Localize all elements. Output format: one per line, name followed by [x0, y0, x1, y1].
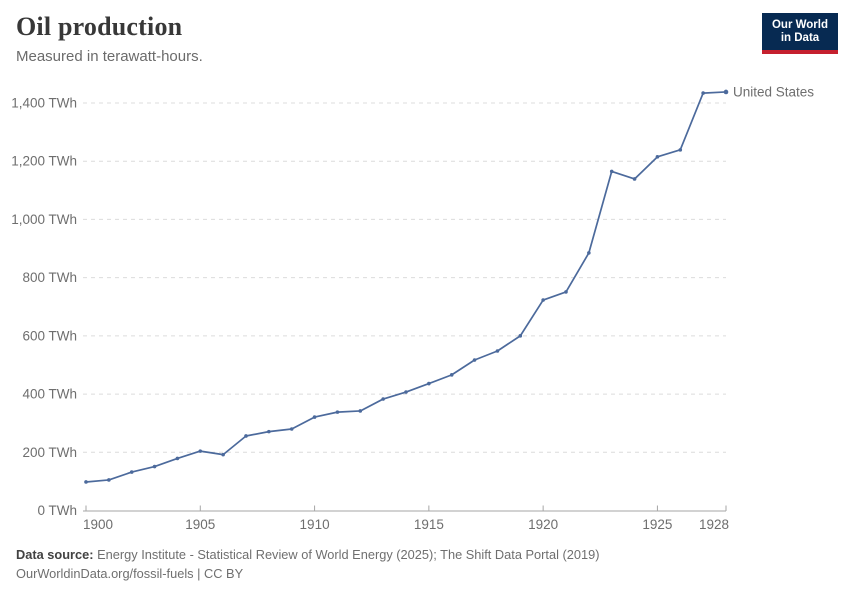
- x-axis-tick-label: 1925: [642, 517, 672, 532]
- data-point: [564, 290, 568, 294]
- data-point: [518, 334, 523, 338]
- data-point: [541, 298, 545, 302]
- y-axis-tick-label: 0 TWh: [37, 503, 77, 518]
- data-point: [609, 169, 614, 174]
- y-axis-tick-label: 1,000 TWh: [11, 212, 77, 227]
- x-axis-tick-label: 1928: [699, 517, 729, 532]
- owid-logo-line2: in Data: [780, 32, 820, 44]
- chart-title: Oil production: [16, 12, 183, 41]
- data-point: [678, 148, 683, 152]
- data-point: [335, 410, 340, 414]
- data-point: [404, 390, 408, 394]
- data-point: [84, 480, 88, 484]
- y-axis-tick-label: 1,400 TWh: [11, 96, 77, 111]
- x-axis-tick-label: 1910: [300, 517, 330, 532]
- chart-header: Oil production Measured in terawatt-hour…: [16, 12, 838, 66]
- y-axis-tick-label: 400 TWh: [22, 387, 77, 402]
- y-axis-tick-label: 200 TWh: [22, 445, 77, 460]
- data-point: [449, 373, 454, 377]
- data-point: [244, 434, 248, 438]
- owid-url-link[interactable]: OurWorldinData.org/fossil-fuels: [16, 566, 194, 581]
- data-point: [289, 427, 294, 431]
- data-source-label: Data source:: [16, 547, 94, 562]
- x-axis-tick-label: 1915: [414, 517, 444, 532]
- data-point: [107, 478, 111, 482]
- data-point: [175, 456, 180, 461]
- data-point: [358, 409, 363, 413]
- series-label-united-states[interactable]: United States: [733, 84, 814, 99]
- license-line: OurWorldinData.org/fossil-fuels | CC BY: [16, 564, 599, 583]
- chart-subtitle: Measured in terawatt-hours.: [16, 48, 203, 65]
- data-point: [381, 397, 385, 401]
- data-point: [152, 464, 157, 469]
- data-point: [129, 470, 134, 474]
- data-source-text: Energy Institute - Statistical Review of…: [97, 547, 600, 562]
- chart-footer: Data source: Energy Institute - Statisti…: [16, 545, 599, 583]
- data-source-line: Data source: Energy Institute - Statisti…: [16, 545, 599, 564]
- data-point: [312, 415, 317, 419]
- series-line-united-states[interactable]: [85, 91, 727, 483]
- owid-logo-line1: Our World: [771, 19, 828, 31]
- data-point: [267, 429, 271, 434]
- license-link[interactable]: CC BY: [204, 566, 244, 581]
- x-axis-tick-label: 1900: [83, 517, 113, 532]
- data-point: [632, 177, 637, 181]
- data-point: [587, 251, 591, 255]
- x-axis-tick-label: 1905: [185, 517, 215, 532]
- owid-logo[interactable]: Our World in Data: [762, 13, 838, 54]
- y-axis-tick-label: 800 TWh: [22, 270, 77, 285]
- y-axis-tick-label: 1,200 TWh: [11, 154, 77, 169]
- data-point: [198, 449, 203, 453]
- data-point: [221, 452, 225, 457]
- data-point: [427, 381, 431, 386]
- y-axis-tick-label: 600 TWh: [22, 328, 77, 343]
- footer-separator: |: [193, 566, 205, 581]
- data-point-last: [723, 89, 729, 95]
- data-point: [655, 155, 660, 159]
- data-point: [701, 91, 705, 95]
- data-point: [472, 358, 477, 362]
- x-axis-tick-label: 1920: [528, 517, 558, 532]
- data-point: [495, 349, 500, 353]
